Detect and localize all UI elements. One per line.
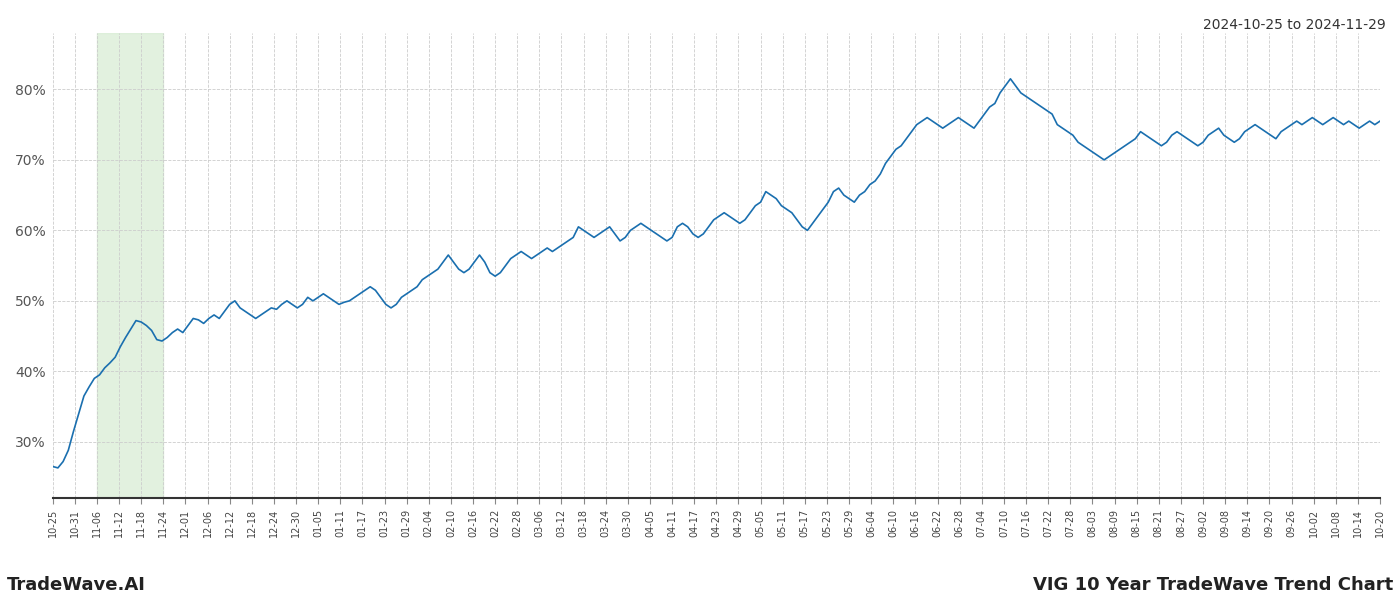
- Text: 2024-10-25 to 2024-11-29: 2024-10-25 to 2024-11-29: [1203, 18, 1386, 32]
- Text: TradeWave.AI: TradeWave.AI: [7, 576, 146, 594]
- Bar: [97, 33, 164, 498]
- Text: VIG 10 Year TradeWave Trend Chart: VIG 10 Year TradeWave Trend Chart: [1033, 576, 1393, 594]
